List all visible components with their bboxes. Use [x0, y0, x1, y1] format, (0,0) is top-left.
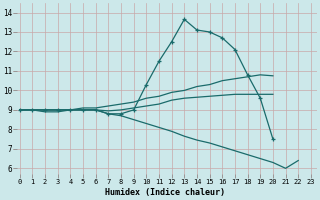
X-axis label: Humidex (Indice chaleur): Humidex (Indice chaleur): [105, 188, 225, 197]
